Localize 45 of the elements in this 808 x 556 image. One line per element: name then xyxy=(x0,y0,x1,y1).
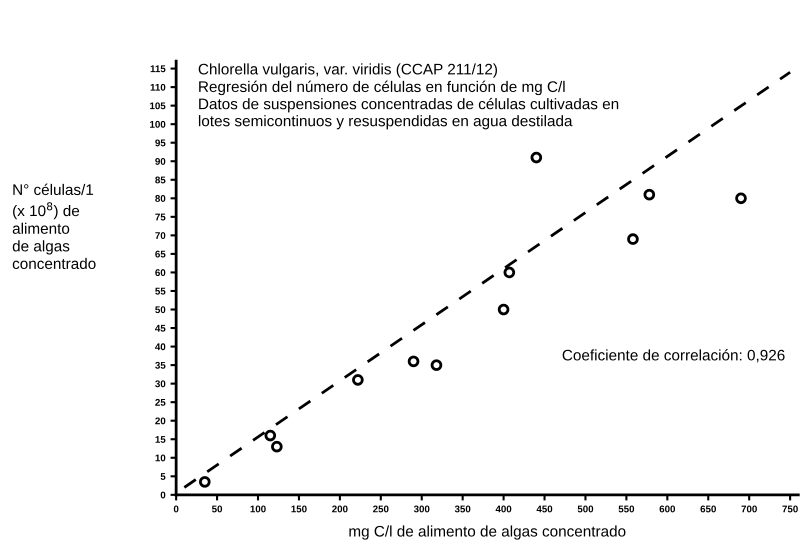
x-tick-label: 450 xyxy=(536,506,552,512)
y-tick-label: 70 xyxy=(155,232,166,239)
y-tick-label: 40 xyxy=(155,343,166,350)
y-tick-label: 90 xyxy=(155,158,166,165)
y-tick-label: 65 xyxy=(155,250,166,258)
x-tick-label: 600 xyxy=(660,506,676,512)
x-tick-label: 650 xyxy=(700,506,716,512)
x-tick-label: 550 xyxy=(618,506,634,512)
y-tick-label: 30 xyxy=(155,380,166,388)
y-tick-label: 45 xyxy=(155,324,166,332)
y-tick-label: 105 xyxy=(150,102,166,110)
y-tick-label: 5 xyxy=(160,473,166,480)
y-tick-label: 55 xyxy=(155,288,166,295)
text: Regresión del número de células en función de mg C/l Datos de suspensiones concentradas de células cultivadas en lotes semicontinuos y resuspendidas en agua destilada xyxy=(198,80,618,130)
x-tick-label: 700 xyxy=(741,506,757,512)
x-tick-label: 350 xyxy=(454,506,470,512)
x-tick-label: 250 xyxy=(373,506,389,512)
x-tick-label: 400 xyxy=(496,506,512,512)
y-tick-label: 0 xyxy=(160,492,166,498)
x-tick-label: 150 xyxy=(291,506,307,512)
y-tick-label: 25 xyxy=(155,398,166,406)
y-tick-label: 35 xyxy=(155,362,166,369)
chart-title: Chlorella vulgaris, var. viridis (CCAP 211/12) xyxy=(198,63,498,78)
y-tick-label: 85 xyxy=(155,176,166,184)
y-tick-label: 110 xyxy=(150,84,166,91)
x-tick-label: 300 xyxy=(414,506,430,512)
x-tick-label: 0 xyxy=(174,506,178,512)
y-tick-label: 100 xyxy=(150,120,166,128)
y-tick-label: 60 xyxy=(155,269,166,276)
y-tick-label: 20 xyxy=(155,417,166,424)
y-axis-title: N° células/1 (x 10$^{8}$) de alimento de algas concentrado xyxy=(12,184,96,270)
x-tick-label: 50 xyxy=(212,506,222,512)
y-tick-label: 95 xyxy=(155,139,166,146)
annotation: Coeficiente de correlación: 0,926 xyxy=(562,349,785,362)
y-tick-label: 15 xyxy=(156,436,166,443)
y-tick-label: 80 xyxy=(155,195,166,202)
y-tick-label: 10 xyxy=(156,454,166,462)
x-tick-label: 750 xyxy=(782,506,798,512)
x-tick-label: 100 xyxy=(250,506,266,512)
x-tick-label: 200 xyxy=(332,506,348,512)
y-tick-label: 115 xyxy=(150,65,166,72)
x-axis-title: mg C/l de alimento de algas concentrado xyxy=(349,525,626,540)
y-tick-label: 50 xyxy=(155,306,166,314)
y-tick-label: 75 xyxy=(155,214,166,220)
x-tick-label: 500 xyxy=(578,506,594,512)
